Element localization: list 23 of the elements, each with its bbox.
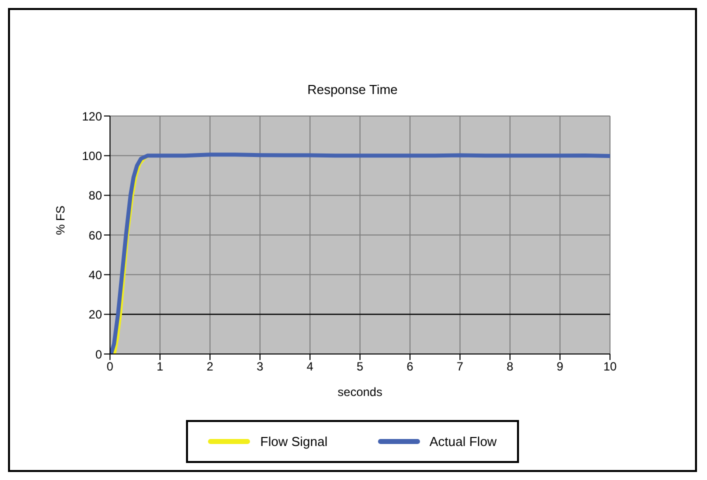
y-axis-title: % FS bbox=[53, 206, 68, 235]
y-tick-label: 20 bbox=[88, 308, 102, 322]
x-tick-label: 9 bbox=[556, 360, 564, 374]
x-tick-label: 8 bbox=[506, 360, 514, 374]
x-tick-label: 2 bbox=[206, 360, 214, 374]
x-tick-label: 4 bbox=[306, 360, 314, 374]
y-tick-label: 40 bbox=[88, 268, 102, 282]
x-tick-label: 0 bbox=[106, 360, 114, 374]
x-tick-label: 6 bbox=[406, 360, 414, 374]
x-tick-label: 10 bbox=[603, 360, 617, 374]
legend-label: Flow Signal bbox=[259, 434, 328, 449]
x-tick-label: 3 bbox=[256, 360, 264, 374]
y-tick-label: 80 bbox=[88, 188, 102, 203]
y-tick-label: 100 bbox=[82, 148, 102, 163]
x-tick-label: 1 bbox=[156, 360, 164, 374]
x-tick-label: 5 bbox=[356, 360, 364, 374]
x-tick-label: 7 bbox=[456, 360, 464, 374]
y-tick-label: 120 bbox=[82, 109, 102, 124]
chart-title: Response Time bbox=[306, 81, 399, 99]
y-tick-label: 60 bbox=[88, 228, 102, 242]
x-axis-title: seconds bbox=[338, 385, 382, 399]
legend-label: Actual Flow bbox=[428, 434, 497, 449]
y-tick-label: 0 bbox=[95, 347, 102, 362]
